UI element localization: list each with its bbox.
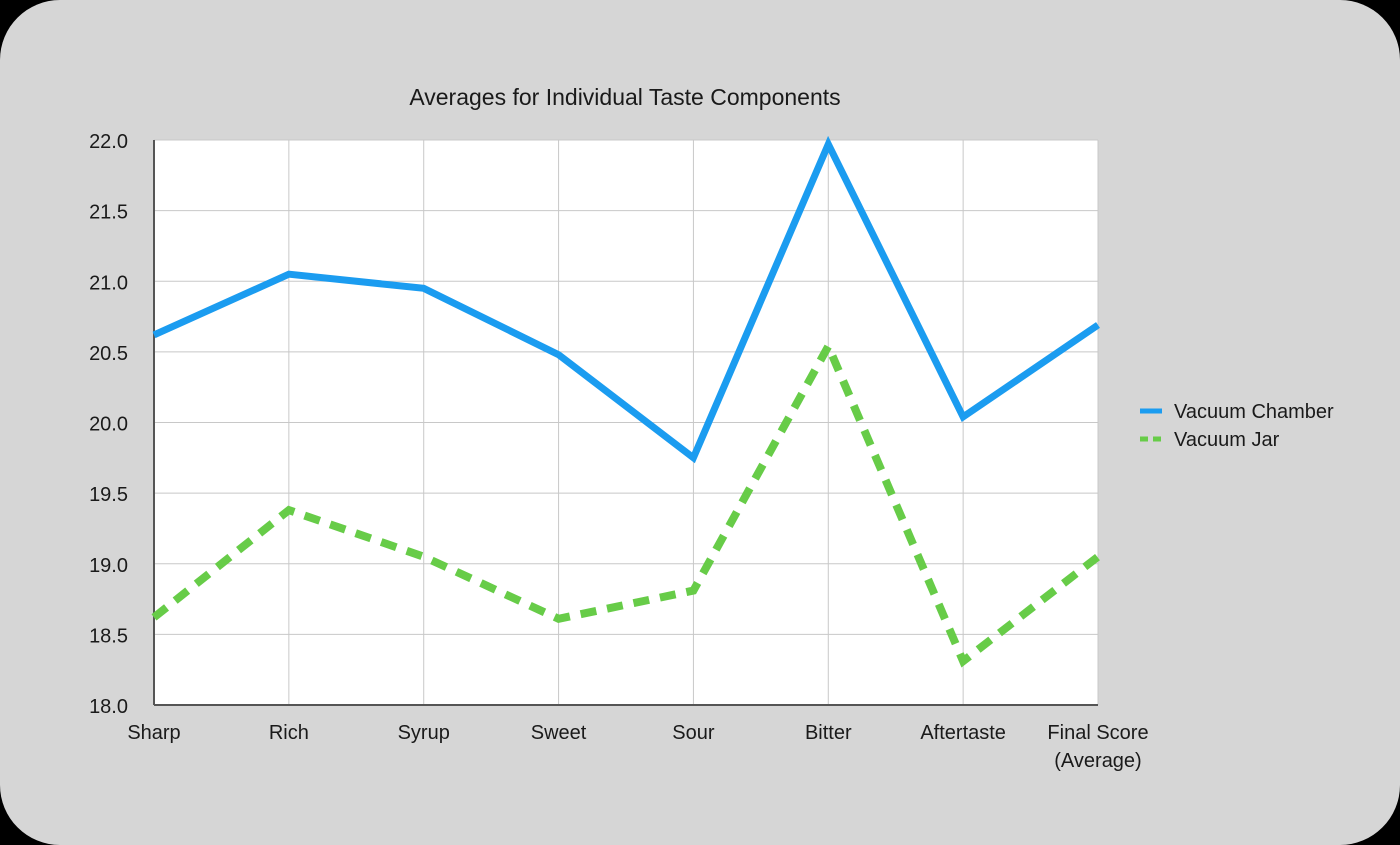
chart-title: Averages for Individual Taste Components <box>409 84 840 110</box>
y-tick-label: 18.0 <box>89 696 128 718</box>
series-lines <box>151 135 1101 668</box>
x-tick-label: Sweet <box>531 722 587 744</box>
x-tick-label: Sour <box>672 722 715 744</box>
y-tick-label: 21.5 <box>89 202 128 224</box>
legend-label: Vacuum Jar <box>1174 429 1280 451</box>
x-tick-label: Sharp <box>127 722 180 744</box>
axes: 18.0 18.5 19.0 19.5 20.0 20.5 21.0 21.5 22.0 Shar… <box>89 131 1149 772</box>
x-tick-label: Rich <box>269 722 309 744</box>
y-tick-label: 20.5 <box>89 343 128 365</box>
y-tick-label: 19.0 <box>89 555 128 577</box>
y-tick-label: 19.5 <box>89 484 128 506</box>
x-tick-label: Aftertaste <box>920 722 1006 744</box>
series-line-vacuum-jar <box>151 337 1101 668</box>
legend-label: Vacuum Chamber <box>1174 401 1334 423</box>
y-tick-label: 18.5 <box>89 625 128 647</box>
y-tick-label: 21.0 <box>89 272 128 294</box>
x-tick-label: Syrup <box>398 722 450 744</box>
x-tick-label: Final Score (Average) <box>1047 722 1148 772</box>
y-tick-label: 20.0 <box>89 414 128 436</box>
x-tick-label: Bitter <box>805 722 852 744</box>
legend: Vacuum Chamber Vacuum Jar <box>1140 401 1334 451</box>
y-tick-label: 22.0 <box>89 131 128 153</box>
series-line-vacuum-chamber <box>152 135 1100 464</box>
